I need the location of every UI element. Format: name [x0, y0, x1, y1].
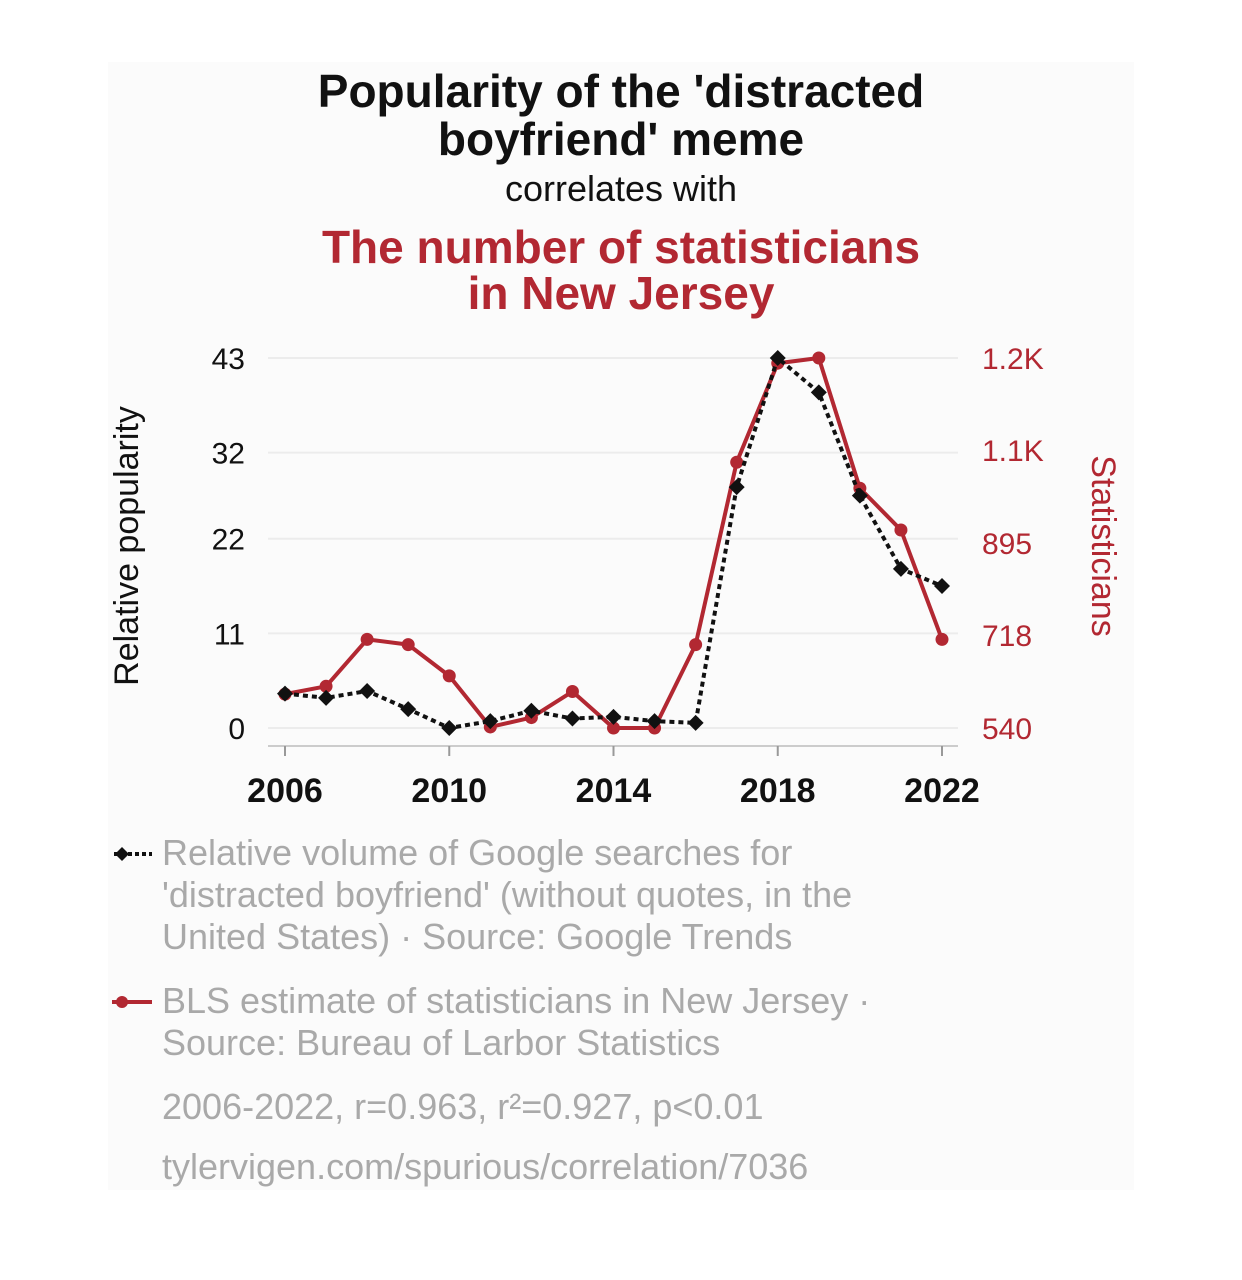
- x-tick-label: 2022: [904, 772, 980, 810]
- x-tick-label: 2014: [576, 772, 652, 810]
- statisticians-point: [442, 669, 456, 683]
- statisticians-point: [812, 351, 826, 365]
- statisticians-point: [689, 638, 703, 652]
- right-y-axis-title: Statisticians: [1084, 455, 1122, 636]
- google-searches-point: [728, 479, 745, 496]
- google-searches-point: [441, 720, 458, 736]
- x-tick-label: 2018: [740, 772, 816, 810]
- google-searches-point: [482, 713, 499, 730]
- statisticians-point: [565, 685, 579, 699]
- google-searches-point: [359, 683, 376, 699]
- right-y-tick-label: 718: [982, 620, 1032, 653]
- chart-title-connector: correlates with: [504, 168, 738, 209]
- google-searches-point: [605, 708, 622, 725]
- right-y-tick-label: 1.2K: [982, 343, 1044, 376]
- statisticians-point: [360, 632, 374, 646]
- right-y-tick-label: 895: [982, 528, 1032, 561]
- correlation-stats: 2006-2022, r=0.963, r²=0.927, p<0.01: [162, 1086, 764, 1127]
- google-searches-point: [934, 578, 950, 595]
- x-tick-label: 2010: [411, 772, 487, 810]
- chart-title-line-1: Popularity of the 'distracted: [317, 65, 925, 117]
- statisticians-point: [607, 721, 620, 735]
- right-y-tick-label: 540: [982, 713, 1032, 746]
- chart-title-line-2: boyfriend' meme: [437, 113, 805, 165]
- google-searches-point: [769, 350, 786, 366]
- google-searches-point: [564, 710, 581, 727]
- left-y-tick-label: 0: [228, 713, 245, 746]
- right-y-tick-label: 1.1K: [982, 435, 1044, 468]
- left-y-tick-label: 32: [212, 438, 245, 471]
- statisticians-point: [935, 632, 949, 646]
- source-url[interactable]: tylervigen.com/spurious/correlation/7036: [162, 1146, 809, 1187]
- google-searches-point: [318, 689, 335, 706]
- line-circle-swatch-icon: [112, 996, 152, 1008]
- statisticians-point: [730, 455, 744, 469]
- legend-text-statisticians: BLS estimate of statisticians in New Jer…: [162, 980, 871, 1063]
- dotted-diamond-swatch-icon: [114, 847, 152, 861]
- chart-title-line-3: The number of statisticians: [321, 221, 921, 273]
- chart-card: [108, 62, 1134, 1190]
- x-tick-label: 2006: [247, 772, 323, 810]
- statisticians-point: [894, 523, 908, 537]
- google-searches-point: [646, 713, 663, 730]
- google-searches-point: [851, 487, 868, 504]
- google-searches-series-line: [284, 354, 943, 731]
- dual-axis-line-chart: 0 11 22 32 43 540 718 895 1.1K 1.2K Relative popul…: [108, 343, 1122, 810]
- chart-title-line-4: in New Jersey: [467, 267, 775, 319]
- statisticians-series-line: [284, 356, 944, 730]
- left-y-tick-label: 22: [212, 524, 245, 557]
- left-y-axis-title: Relative popularity: [108, 406, 146, 686]
- statisticians-point: [319, 679, 333, 693]
- legend-text-google-searches: Relative volume of Google searches for '…: [162, 832, 853, 957]
- left-y-tick-label: 11: [214, 618, 245, 651]
- google-searches-point: [400, 701, 417, 718]
- statisticians-point: [401, 638, 415, 652]
- google-searches-point: [892, 560, 909, 577]
- left-y-tick-label: 43: [212, 343, 245, 376]
- google-searches-point: [687, 714, 704, 731]
- google-searches-point: [277, 685, 293, 702]
- google-searches-point: [523, 702, 540, 719]
- google-searches-point: [810, 384, 827, 401]
